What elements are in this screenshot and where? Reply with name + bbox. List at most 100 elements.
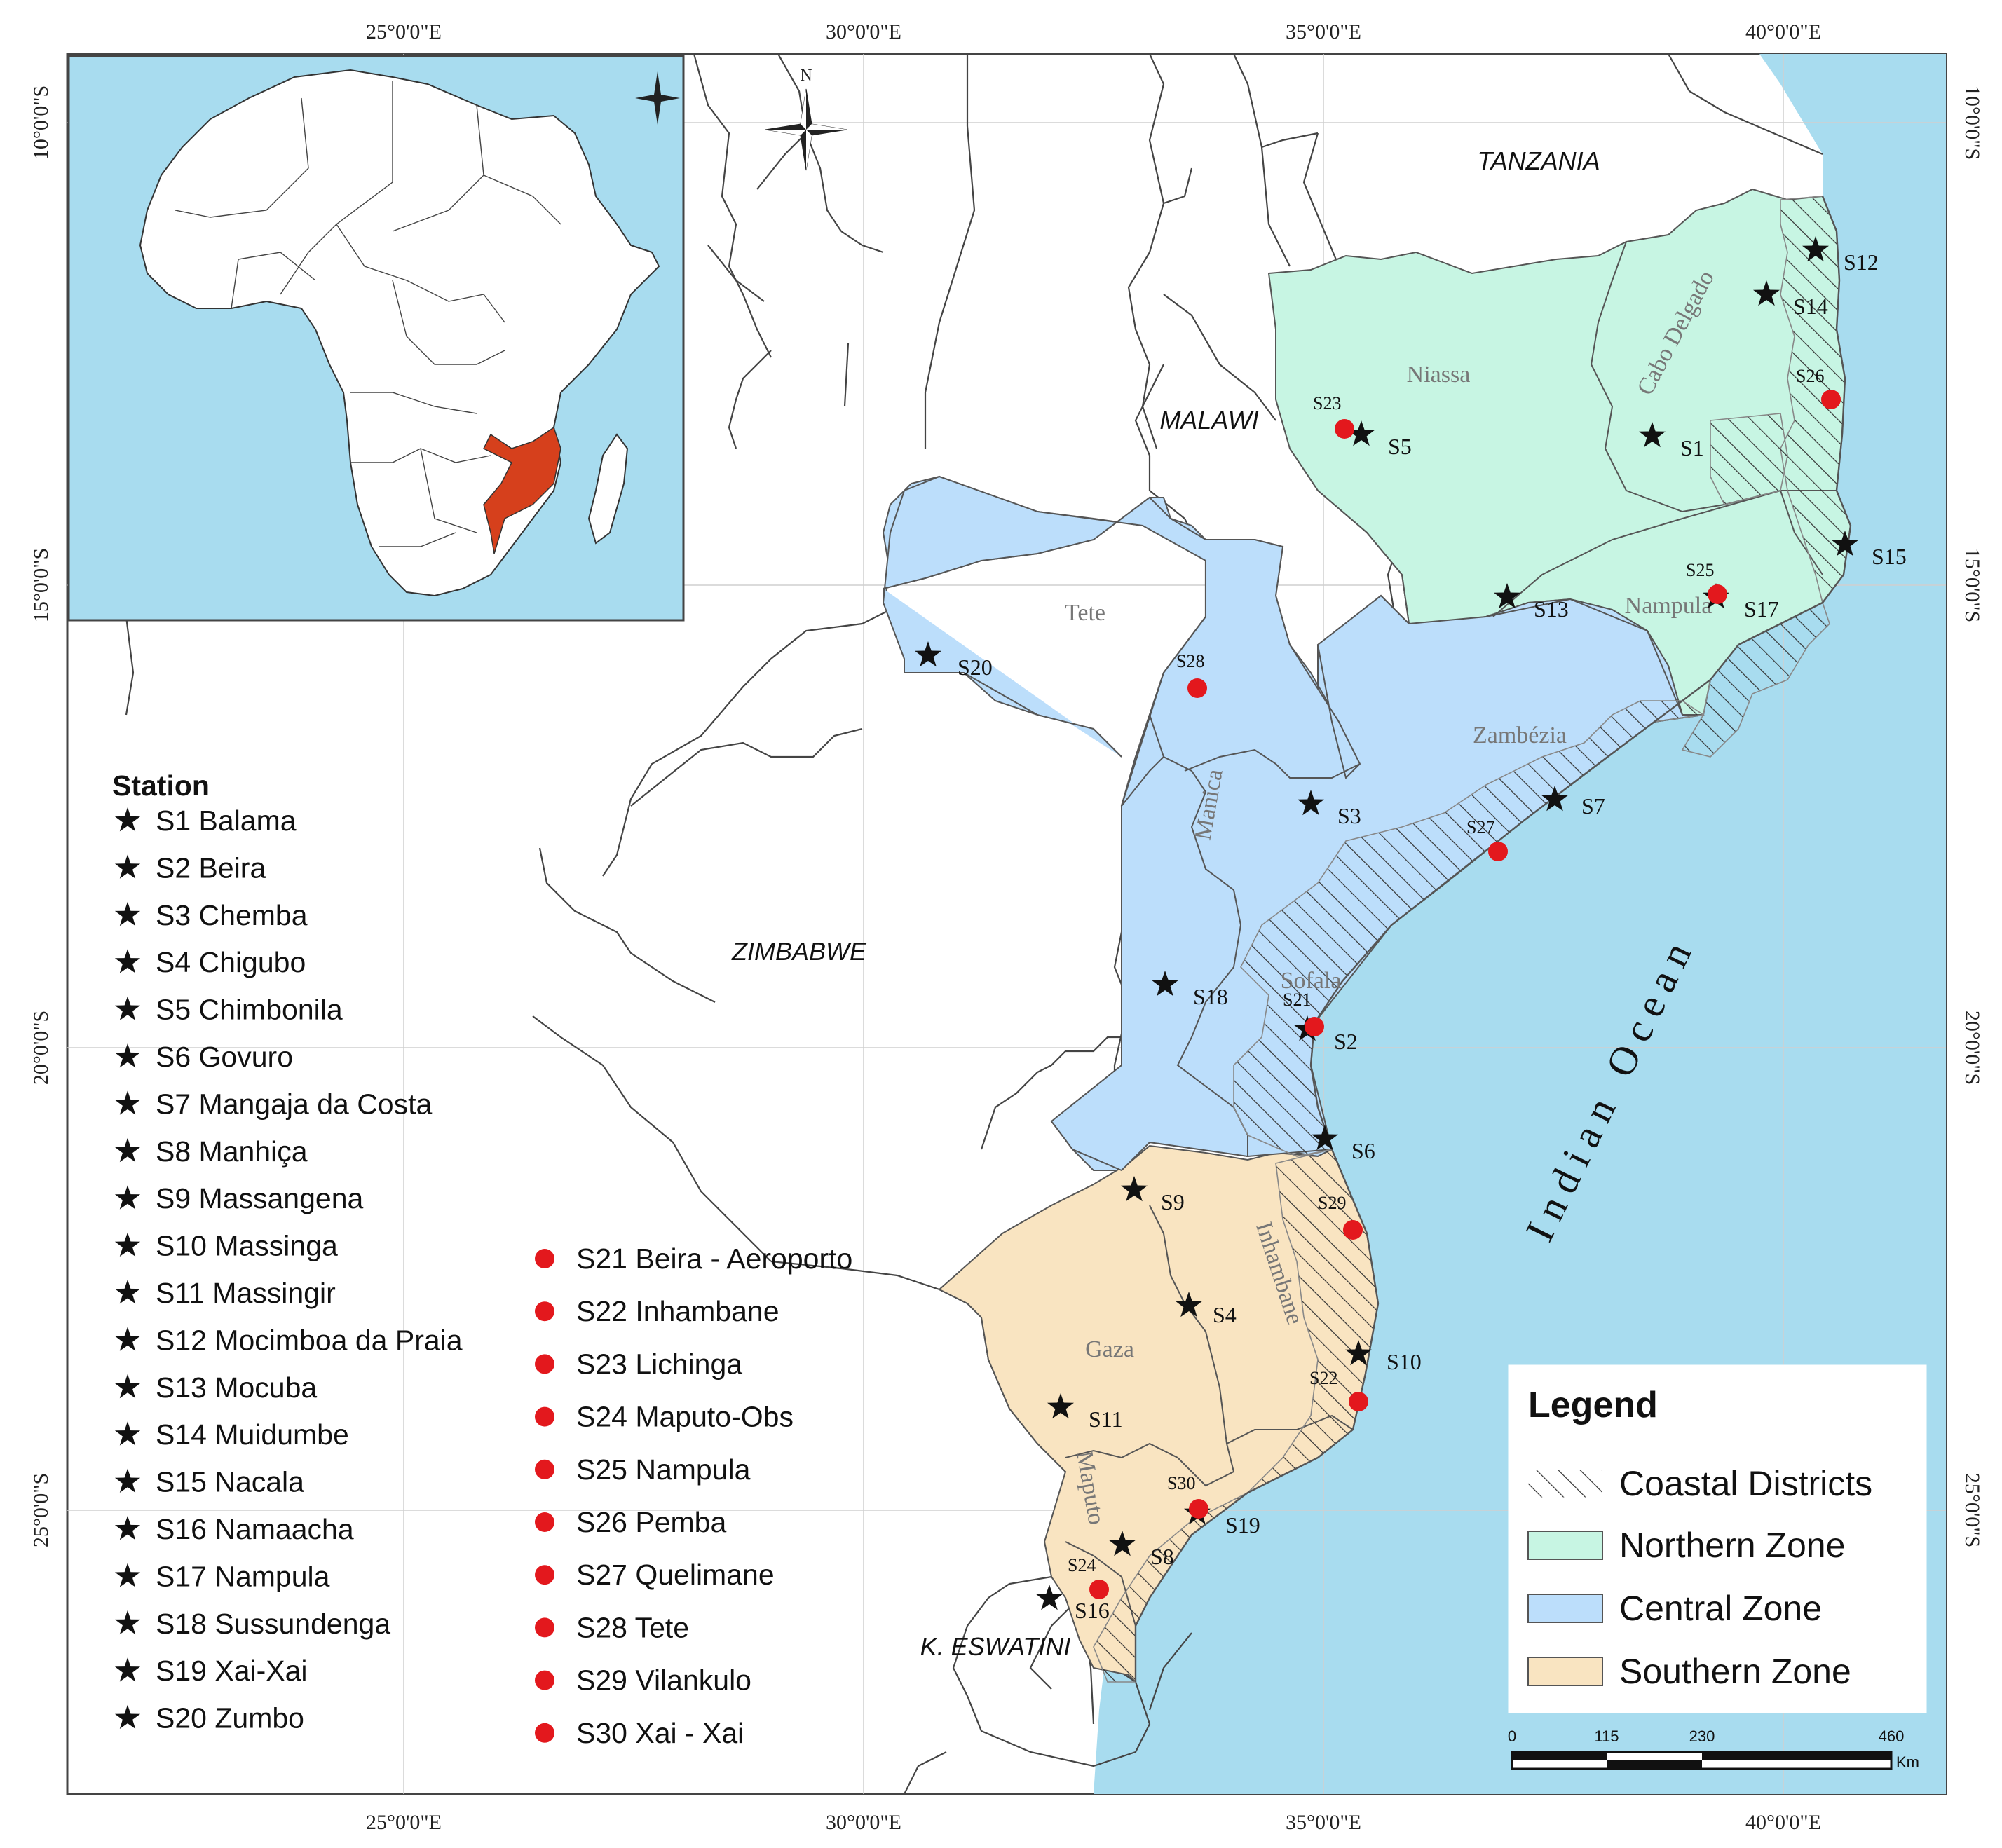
list-star-icon (114, 1043, 141, 1068)
coord-top-1: 25°0'0"E (366, 20, 442, 43)
list-star-icon (114, 1657, 141, 1682)
station-dot-s27 (1488, 842, 1508, 861)
station-label-s23: S23 (1313, 393, 1341, 413)
station-label-s19: S19 (1225, 1512, 1260, 1538)
station-list: Station S1 Balama S2 Beira S3 Chemba S4 Chi… (112, 769, 852, 1749)
label-eswatini: K. ESWATINI (920, 1632, 1071, 1661)
station-star-s10 (1345, 1340, 1372, 1366)
inset-map-africa (67, 55, 685, 622)
station-star-s6 (1312, 1125, 1338, 1151)
list-item-star-19: S19 Xai-Xai (156, 1655, 308, 1687)
station-label-s17: S17 (1744, 596, 1779, 622)
list-star-icon (114, 1090, 141, 1115)
list-item-dot-25: S25 Nampula (576, 1453, 751, 1486)
list-item-dot-21: S21 Beira - Aeroporto (576, 1243, 852, 1275)
station-label-s18: S18 (1193, 984, 1228, 1009)
station-label-s16: S16 (1075, 1598, 1110, 1623)
legend-central-label: Central Zone (1619, 1589, 1822, 1628)
coord-top-3: 35°0'0"E (1286, 20, 1361, 43)
list-dot-icon (535, 1512, 554, 1532)
inset-north-arrow (635, 71, 680, 125)
list-item-dot-23: S23 Lichinga (576, 1348, 742, 1380)
list-star-icon (114, 949, 141, 973)
list-star-icon (114, 1280, 141, 1304)
station-label-s10: S10 (1387, 1349, 1422, 1374)
list-item-dot-24: S24 Maputo-Obs (576, 1401, 794, 1433)
mozambique-inset (482, 426, 561, 554)
list-item-dot-29: S29 Vilankulo (576, 1664, 751, 1697)
coord-left-4: 25°0'0"S (29, 1473, 53, 1547)
list-item-star-12: S12 Mocimboa da Praia (156, 1324, 463, 1356)
list-item-star-16: S16 Namaacha (156, 1513, 354, 1545)
station-star-s9 (1121, 1176, 1148, 1202)
list-star-icon (114, 1327, 141, 1351)
coord-bottom-2: 30°0'0"E (826, 1811, 901, 1834)
coord-left-3: 20°0'0"S (29, 1011, 53, 1085)
station-label-s22: S22 (1309, 1368, 1337, 1388)
scale-tick-0: 0 (1508, 1727, 1516, 1745)
legend: Legend Coastal Districts Northern Zone C… (1508, 1364, 1927, 1713)
label-zambezia: Zambézia (1473, 723, 1567, 748)
list-item-star-4: S4 Chigubo (156, 946, 306, 978)
station-star-s11 (1047, 1393, 1074, 1419)
scale-tick-460: 460 (1879, 1727, 1905, 1745)
list-star-icon (114, 901, 141, 926)
station-label-s25: S25 (1686, 560, 1714, 580)
list-star-icon (114, 1137, 141, 1163)
station-star-s13 (1494, 583, 1520, 609)
label-niassa: Niassa (1407, 362, 1471, 388)
list-star-icon (114, 1421, 141, 1446)
station-star-s8 (1109, 1531, 1136, 1556)
legend-northern-label: Northern Zone (1619, 1526, 1845, 1565)
station-star-s5 (1348, 420, 1375, 446)
coordinate-labels: 25°0'0"E 30°0'0"E 35°0'0"E 40°0'0"E 25°0… (29, 20, 1984, 1834)
label-sofala: Sofala (1281, 968, 1342, 994)
label-gaza: Gaza (1085, 1336, 1134, 1362)
station-label-s28: S28 (1176, 651, 1204, 671)
list-item-star-3: S3 Chemba (156, 899, 308, 931)
label-tanzania: TANZANIA (1477, 146, 1600, 175)
mozambique-coastline (1134, 196, 1852, 1682)
station-label-s12: S12 (1844, 249, 1879, 275)
coord-top-4: 40°0'0"E (1745, 20, 1821, 43)
list-item-star-20: S20 Zumbo (156, 1702, 304, 1734)
list-dot-icon (535, 1354, 554, 1374)
label-tete: Tete (1065, 600, 1105, 626)
station-label-s3: S3 (1337, 803, 1361, 828)
station-label-s30: S30 (1167, 1473, 1195, 1493)
station-label-s4: S4 (1213, 1302, 1237, 1327)
list-star-icon (114, 1610, 141, 1635)
legend-swatch-coastal (1527, 1469, 1603, 1498)
station-dot-s28 (1187, 678, 1207, 698)
station-star-s14 (1753, 280, 1780, 306)
station-dot-s29 (1343, 1220, 1363, 1240)
coord-top-2: 30°0'0"E (826, 20, 901, 43)
province-borders (1065, 241, 1837, 1627)
station-dot-s21 (1305, 1017, 1324, 1036)
station-dot-s24 (1089, 1580, 1109, 1599)
station-label-s26: S26 (1796, 366, 1824, 386)
station-label-s8: S8 (1150, 1544, 1174, 1569)
list-dot-icon (535, 1670, 554, 1690)
list-item-star-6: S6 Govuro (156, 1041, 293, 1073)
legend-swatch-northern (1527, 1531, 1603, 1560)
list-item-dot-30: S30 Xai - Xai (576, 1717, 744, 1749)
station-markers: S1 S2 S3 S4 S5 S6 S7 S8 S9 S10 S11 S12 S13 S14 S15 S16 S… (915, 236, 1907, 1623)
list-item-star-15: S15 Nacala (156, 1466, 304, 1498)
station-star-s20 (915, 641, 941, 667)
north-arrow: N (765, 67, 847, 171)
station-dot-s22 (1349, 1392, 1368, 1411)
coord-left-1: 10°0'0"S (29, 85, 53, 160)
label-zimbabwe: ZIMBABWE (731, 937, 867, 966)
zones (882, 188, 1852, 1684)
coord-right-2: 15°0'0"S (1961, 548, 1984, 622)
list-dot-icon (535, 1723, 554, 1743)
label-nampula: Nampula (1625, 593, 1712, 619)
station-label-s21: S21 (1283, 990, 1311, 1010)
station-star-s15 (1832, 531, 1858, 556)
station-label-s20: S20 (958, 655, 993, 680)
station-label-s9: S9 (1161, 1189, 1185, 1214)
country-labels: TANZANIA MALAWI ZIMBABWE K. ESWATINI (731, 146, 1600, 1661)
coastal-districts (1093, 196, 1851, 1683)
list-item-star-2: S2 Beira (156, 851, 266, 884)
